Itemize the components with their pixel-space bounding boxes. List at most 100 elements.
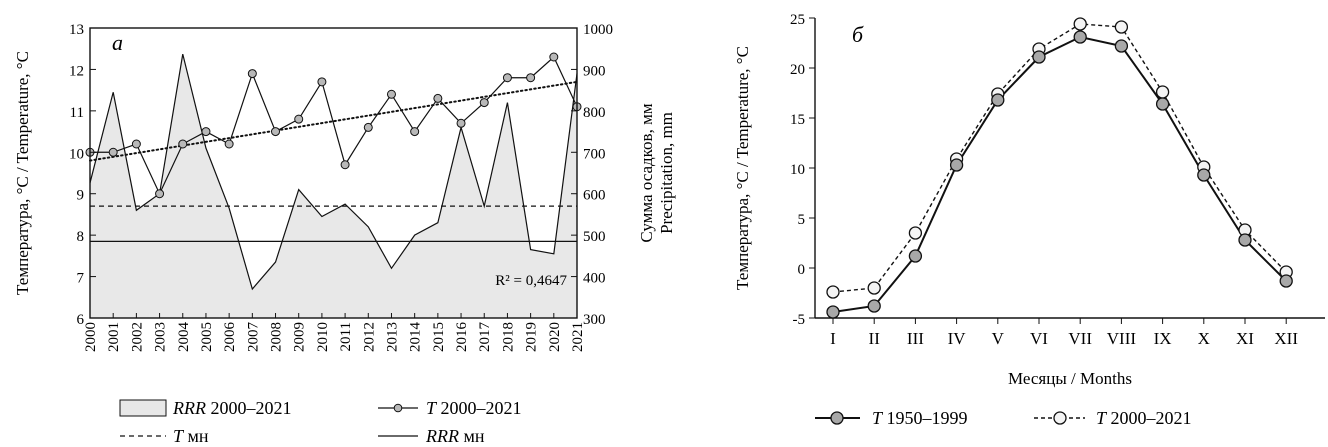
b-x-tick-label: III — [907, 329, 924, 348]
b-y-tick-label: 10 — [790, 162, 805, 178]
right-tick-label: 600 — [583, 188, 606, 204]
left-tick-label: 8 — [77, 229, 85, 245]
temperature-point — [201, 127, 211, 137]
left-tick-label: 13 — [69, 22, 84, 38]
panel-b-series-layer — [826, 17, 1293, 319]
temperature-point — [224, 139, 234, 149]
temperature-point — [456, 118, 466, 128]
b-series-point-1 — [1279, 274, 1293, 288]
panel-b-x-axis-label: Месяцы / Months — [1008, 369, 1132, 388]
x-tick-label: 2003 — [153, 322, 169, 352]
b-series-point-2 — [908, 226, 923, 240]
x-tick-label: 2011 — [338, 322, 354, 351]
b-series-point-1 — [826, 305, 840, 319]
temperature-point — [386, 89, 396, 99]
b-series-point-1 — [991, 93, 1005, 107]
b-series-point-2 — [1155, 85, 1170, 99]
left-tick-label: 12 — [69, 63, 84, 79]
b-series-point-1 — [1032, 50, 1046, 64]
x-tick-label: 2016 — [454, 322, 470, 353]
right-tick-label: 800 — [583, 105, 606, 121]
legend-rrrmean-label: RRR мн — [425, 426, 485, 446]
y-axis-label-right-en: Precipitation, mm — [657, 112, 676, 234]
temperature-point — [410, 127, 420, 137]
legend-area-swatch — [119, 399, 167, 417]
temperature-point — [317, 77, 327, 87]
legend-area-label: RRR 2000–2021 — [172, 398, 292, 418]
b-series-point-2 — [1114, 20, 1129, 34]
legend-temp-marker — [393, 403, 403, 413]
temperature-point — [340, 160, 350, 170]
x-axis-ticks: 2000 2001 2002 2003 2004 2005 2006 2007 2008 2009… — [83, 313, 586, 352]
r-squared-annotation: R² = 0,4647 — [495, 273, 567, 289]
temperature-point — [247, 69, 257, 79]
b-series-point-1 — [1073, 30, 1087, 44]
temperature-point — [433, 93, 443, 103]
left-tick-label: 10 — [69, 146, 84, 162]
x-tick-label: 2008 — [269, 322, 285, 352]
b-x-tick-label: XI — [1236, 329, 1254, 348]
b-series-line-1 — [832, 35, 1287, 313]
b-series-point-1 — [908, 249, 923, 263]
legend-a: RRR 2000–2021 T 2000–2021 T мн RRR мн — [119, 398, 522, 446]
temperature-point — [131, 139, 141, 149]
b-series-point-1 — [1155, 97, 1170, 111]
left-axis-ticks: 6 7 8 9 10 11 12 13 — [69, 22, 96, 328]
right-axis-ticks: 300 400 500 600 700 800 900 1000 — [571, 22, 613, 328]
x-tick-label: 2018 — [500, 322, 516, 352]
x-tick-label: 2014 — [408, 322, 424, 353]
x-tick-label: 2019 — [524, 322, 540, 352]
b-x-tick-label: VII — [1068, 329, 1092, 348]
temperature-point — [155, 189, 165, 199]
b-x-tick-label: II — [869, 329, 881, 348]
temperature-point — [549, 52, 559, 62]
right-tick-label: 400 — [583, 271, 606, 287]
b-series-point-1 — [1197, 168, 1211, 182]
panel-b-y-axis-label: Температура, °C / Temperature, °C — [733, 46, 752, 290]
b-series-point-2 — [826, 285, 840, 299]
b-x-tick-label: VIII — [1107, 329, 1137, 348]
temperature-point — [294, 114, 304, 124]
b-x-tick-label: IX — [1154, 329, 1172, 348]
right-tick-label: 700 — [583, 146, 606, 162]
b-x-tick-label: XII — [1274, 329, 1298, 348]
right-tick-label: 900 — [583, 63, 606, 79]
b-x-tick-label: X — [1198, 329, 1210, 348]
b-y-tick-label: 20 — [790, 62, 805, 78]
x-tick-label: 2002 — [129, 322, 145, 352]
b-y-tick-label: 5 — [798, 212, 806, 228]
temperature-point — [479, 98, 489, 108]
b-x-tick-label: IV — [948, 329, 967, 348]
b-y-tick-label: 25 — [790, 12, 805, 28]
precipitation-area-layer — [89, 53, 578, 318]
x-tick-label: 2021 — [570, 322, 586, 352]
left-tick-label: 9 — [77, 188, 85, 204]
x-tick-label: 2013 — [384, 322, 400, 352]
b-x-tick-label: V — [992, 329, 1005, 348]
b-series-point-1 — [867, 299, 881, 313]
x-tick-label: 2012 — [361, 322, 377, 352]
panel-a-frame — [89, 27, 578, 319]
b-series-point-2 — [867, 281, 881, 295]
b-series-point-2 — [1073, 17, 1087, 31]
b-series-point-1 — [1238, 233, 1252, 247]
x-tick-label: 2006 — [222, 322, 238, 353]
panel-label-a: а — [112, 30, 123, 55]
precipitation-area-fill — [90, 54, 577, 318]
temperature-point — [108, 147, 118, 157]
x-tick-label: 2010 — [315, 322, 331, 352]
temperature-point — [526, 73, 536, 83]
temperature-point — [363, 122, 373, 132]
x-tick-label: 2020 — [547, 322, 563, 352]
b-x-tick-label: I — [830, 329, 836, 348]
left-tick-label: 6 — [77, 312, 85, 328]
panel-label-b: б — [852, 22, 864, 47]
b-series-point-1 — [949, 158, 964, 172]
b-series-line-2 — [832, 23, 1287, 293]
x-tick-label: 2005 — [199, 322, 215, 352]
legend-b-series2-label: T 2000–2021 — [1096, 408, 1192, 428]
b-x-tick-label: VI — [1030, 329, 1048, 348]
b-y-tick-label: -5 — [793, 312, 806, 328]
